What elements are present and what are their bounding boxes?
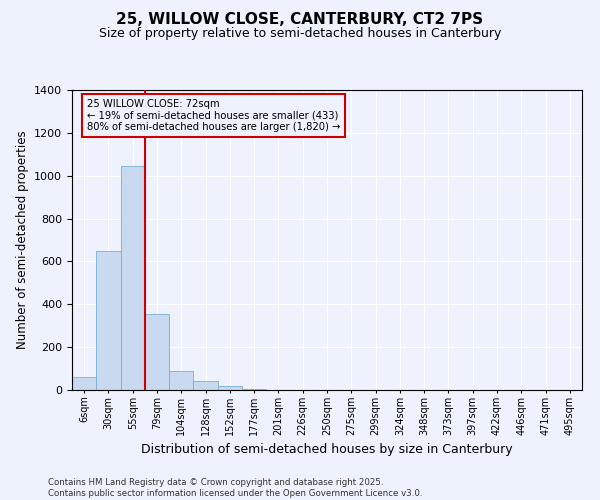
Text: 25, WILLOW CLOSE, CANTERBURY, CT2 7PS: 25, WILLOW CLOSE, CANTERBURY, CT2 7PS bbox=[116, 12, 484, 28]
Y-axis label: Number of semi-detached properties: Number of semi-detached properties bbox=[16, 130, 29, 350]
Bar bbox=[96, 250, 121, 390]
Bar bbox=[218, 386, 242, 390]
Text: Contains HM Land Registry data © Crown copyright and database right 2025.
Contai: Contains HM Land Registry data © Crown c… bbox=[48, 478, 422, 498]
Bar bbox=[121, 166, 145, 390]
Text: 25 WILLOW CLOSE: 72sqm
← 19% of semi-detached houses are smaller (433)
80% of se: 25 WILLOW CLOSE: 72sqm ← 19% of semi-det… bbox=[86, 98, 340, 132]
Text: Size of property relative to semi-detached houses in Canterbury: Size of property relative to semi-detach… bbox=[99, 28, 501, 40]
Bar bbox=[242, 389, 266, 390]
Bar bbox=[145, 314, 169, 390]
Bar bbox=[193, 382, 218, 390]
Text: Distribution of semi-detached houses by size in Canterbury: Distribution of semi-detached houses by … bbox=[141, 442, 513, 456]
Bar bbox=[72, 377, 96, 390]
Bar bbox=[169, 370, 193, 390]
